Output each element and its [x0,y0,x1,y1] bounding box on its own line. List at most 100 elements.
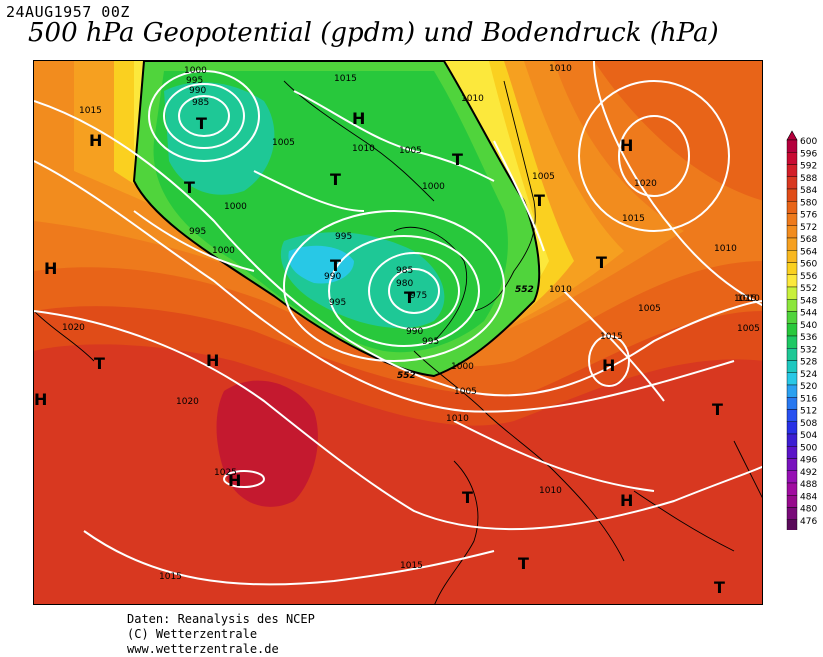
credits-data-source: Daten: Reanalysis des NCEP [127,612,315,626]
high-center: H [352,109,365,128]
legend-tick-label: 588 [800,174,817,184]
contour-label-552: 552 [397,371,416,381]
isobar-label: 1000 [422,182,445,192]
isobar-label: 1015 [734,294,757,304]
map-date: 24AUG1957 00Z [6,3,130,21]
isobar-label: 985 [396,266,413,276]
legend-swatch [786,262,798,275]
isobar-label: 1020 [176,397,199,407]
isobar-label: 1005 [454,387,477,397]
map-canvas: 1000 995 990 985 1015 1015 1010 1005 101… [34,61,762,604]
isobar-label: 1000 [224,202,247,212]
high-center: H [602,356,615,375]
legend-tick-label: 600 [800,137,817,147]
legend-tick-label: 548 [800,296,817,306]
isobar-label: 1000 [451,362,474,372]
legend-swatch [786,360,798,373]
legend-tick-label: 584 [800,186,817,196]
legend-tick-label: 520 [800,382,817,392]
legend-tick-label: 552 [800,284,817,294]
legend-tick-label: 500 [800,443,817,453]
credits-copyright: (C) Wetterzentrale [127,627,258,641]
color-legend: 600 596 592 588 584 580 576 572 568 564 560 556 552 5… [781,130,823,542]
low-center: T [184,178,195,197]
legend-swatch [786,139,798,153]
isobars [34,61,762,586]
legend-swatch [786,311,798,324]
legend-swatch [786,458,798,471]
isobar-label: 1005 [399,146,422,156]
low-center: T [714,578,725,597]
isobar-label: 1010 [549,285,572,295]
high-center: H [34,390,47,409]
high-center: H [206,351,219,370]
isobar-label: 975 [410,291,427,301]
field-592 [216,380,318,507]
legend-swatch [786,470,798,484]
high-center: H [89,131,102,150]
legend-tick-label: 556 [800,272,817,282]
legend-swatch [786,274,798,288]
legend-swatch [786,323,798,337]
isobar-label: 995 [329,298,346,308]
legend-tick-label: 544 [800,309,817,319]
legend-swatch [786,519,798,533]
isobar-label: 1000 [184,66,207,76]
isobar-label: 1010 [461,94,484,104]
legend-swatch [786,421,798,435]
legend-swatch [786,335,798,349]
legend-tick-label: 488 [800,480,817,490]
low-center: T [330,170,341,189]
legend-swatch [786,446,798,459]
high-center: H [620,491,633,510]
legend-swatch [786,201,798,214]
low-center: T [196,114,207,133]
legend-tick-label: 524 [800,370,817,380]
isobar-label: 1025 [214,468,237,478]
isobar-label: 1005 [737,324,760,334]
isobar-label: 1020 [634,179,657,189]
isobar-label: 1015 [159,572,182,582]
high-center: H [44,259,57,278]
isobar-label: 1015 [79,106,102,116]
pressure-centers: T T H T T T H T T H T H H T H T T H T T … [34,109,725,597]
legend-swatch [786,384,798,398]
legend-tick-label: 540 [800,321,817,331]
isobar-labels: 1000 995 990 985 1015 1015 1010 1005 101… [62,64,760,582]
legend-swatch [786,152,798,165]
low-center: T [330,256,341,275]
isobar-label: 985 [192,98,209,108]
legend-colorbar: 600 596 592 588 584 580 576 572 568 564 560 556 552 5… [786,130,817,542]
isobar-label: 1015 [400,561,423,571]
legend-swatch [786,250,798,263]
low-center: T [518,554,529,573]
legend-tick-label: 492 [800,468,817,478]
isobar-label: 1010 [539,486,562,496]
low-center: T [404,288,415,307]
low-center: T [462,488,473,507]
legend-tick-label: 576 [800,211,817,221]
legend-swatch [786,299,798,312]
legend-swatch [786,348,798,361]
legend-arrow-up [786,130,798,141]
isobar-label: 990 [324,272,341,282]
isobar-label: 1015 [600,332,623,342]
isobar-label: 1005 [272,138,295,148]
legend-swatch [786,507,798,520]
legend-swatch [786,237,798,251]
coastlines [34,80,762,604]
legend-swatch [786,433,798,447]
low-center: T [534,191,545,210]
isobar-label: 1000 [212,246,235,256]
legend-tick-label: 536 [800,333,817,343]
legend-tick-label: 564 [800,247,817,257]
low-center: T [712,400,723,419]
legend-tick-label: 504 [800,431,817,441]
legend-tick-label: 572 [800,223,817,233]
legend-swatch [786,176,798,190]
isobar-label: 980 [396,279,413,289]
legend-swatch [786,409,798,422]
high-center: H [228,471,241,490]
legend-tick-label: 592 [800,162,817,172]
weather-map: 1000 995 990 985 1015 1015 1010 1005 101… [33,60,763,605]
